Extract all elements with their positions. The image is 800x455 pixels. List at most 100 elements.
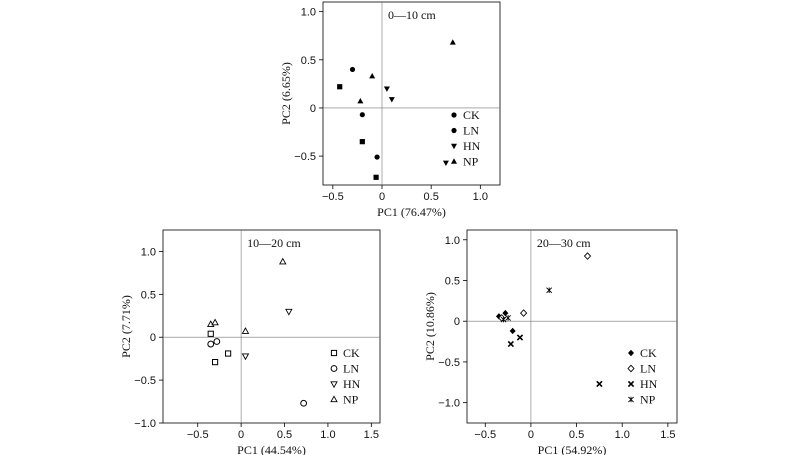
point-hn bbox=[507, 340, 514, 348]
y-tick-label: 0.5 bbox=[301, 55, 316, 67]
point-np bbox=[546, 287, 553, 294]
point-np bbox=[357, 98, 364, 104]
point-ln bbox=[300, 399, 308, 407]
legend-marker-ln bbox=[451, 127, 457, 134]
y-axis-title: PC2 (6.65%) bbox=[279, 62, 293, 125]
point-np bbox=[279, 257, 287, 265]
plot-frame bbox=[162, 229, 381, 424]
point-np bbox=[211, 318, 219, 326]
legend-marker-np bbox=[330, 395, 338, 403]
legend-label-hn: HN bbox=[343, 377, 361, 391]
legend-label-ck: CK bbox=[343, 346, 360, 360]
x-axis-title: PC1 (54.92%) bbox=[538, 443, 607, 455]
point-np bbox=[505, 315, 512, 321]
y-axis-title: PC2 (10.86%) bbox=[423, 292, 437, 361]
point-hn bbox=[442, 160, 449, 167]
point-hn bbox=[596, 380, 603, 388]
pca-panel-2: −0.5 0 0.5 1.0 1.5 1.0 0.5 0 −0.5 −1.0 PC1 (44.54%… bbox=[119, 229, 381, 455]
point-hn bbox=[285, 308, 293, 316]
legend-marker-np bbox=[628, 396, 634, 403]
legend-marker-hn bbox=[330, 381, 338, 389]
point-np bbox=[369, 72, 376, 79]
pca-panel-1: −0.5 0 0.5 1.0 1.0 0.5 0 −0.5 PC1 (76.47%) PC2 (6… bbox=[279, 1, 501, 219]
point-ln bbox=[349, 66, 356, 73]
legend-label-ck: CK bbox=[640, 346, 657, 360]
y-tick-label: −0.5 bbox=[134, 375, 156, 387]
point-ck bbox=[502, 309, 509, 317]
point-np bbox=[500, 316, 507, 323]
x-axis-title: PC1 (44.54%) bbox=[237, 443, 306, 455]
legend-label-ln: LN bbox=[640, 362, 656, 376]
y-tick-label: 0.5 bbox=[141, 289, 156, 301]
point-ck bbox=[207, 330, 214, 337]
x-tick-label: −0.5 bbox=[187, 429, 209, 441]
plot-frame bbox=[466, 229, 678, 424]
plot-frame bbox=[322, 1, 501, 186]
y-tick-label: 0.5 bbox=[445, 275, 460, 287]
point-np bbox=[241, 327, 250, 334]
point-ck bbox=[373, 174, 379, 180]
x-tick-label: 1.0 bbox=[320, 429, 335, 441]
y-tick-label: −0.5 bbox=[438, 357, 460, 369]
point-hn bbox=[383, 86, 390, 92]
point-ln bbox=[519, 309, 528, 317]
legend-label-ln: LN bbox=[463, 124, 479, 138]
x-tick-label: 0.5 bbox=[569, 429, 584, 441]
x-tick-label: 1.0 bbox=[615, 429, 630, 441]
x-axis-title: PC1 (76.47%) bbox=[377, 205, 446, 219]
y-tick-label: −1.0 bbox=[134, 418, 156, 430]
legend-marker-ck bbox=[628, 349, 634, 357]
y-axis-title: PC2 (7.71%) bbox=[119, 295, 133, 358]
point-hn bbox=[516, 334, 524, 341]
y-tick-label: −0.5 bbox=[294, 151, 316, 163]
x-tick-label: 1.0 bbox=[473, 191, 488, 203]
point-hn bbox=[388, 97, 395, 103]
legend-marker-ln bbox=[627, 364, 635, 373]
legend-marker-np bbox=[451, 158, 457, 164]
x-tick-label: 0 bbox=[379, 191, 385, 203]
point-ln bbox=[207, 340, 215, 348]
point-hn bbox=[241, 353, 250, 361]
y-tick-label: 1.0 bbox=[141, 246, 156, 258]
x-tick-label: 0 bbox=[528, 429, 534, 441]
y-tick-label: 0 bbox=[150, 332, 156, 344]
legend-label-np: NP bbox=[640, 393, 656, 407]
point-ck bbox=[211, 358, 219, 366]
legend-label-np: NP bbox=[343, 393, 359, 407]
y-tick-label: −1.0 bbox=[438, 398, 460, 410]
legend-label-hn: HN bbox=[463, 139, 481, 153]
point-ln bbox=[374, 154, 380, 160]
x-tick-label: 1.5 bbox=[660, 429, 675, 441]
legend-label-hn: HN bbox=[640, 377, 658, 391]
legend-label-np: NP bbox=[463, 155, 479, 169]
point-ln bbox=[583, 252, 592, 260]
legend-marker-ck bbox=[451, 112, 457, 118]
legend-marker-ln bbox=[330, 365, 338, 372]
point-ck bbox=[225, 350, 232, 357]
depth-label: 0—10 cm bbox=[388, 8, 436, 22]
legend-label-ck: CK bbox=[463, 108, 480, 122]
y-tick-label: 1.0 bbox=[301, 7, 316, 19]
depth-label: 20—30 cm bbox=[537, 236, 591, 250]
point-ln bbox=[359, 112, 365, 118]
x-tick-label: −0.5 bbox=[474, 429, 496, 441]
point-ln bbox=[213, 338, 221, 345]
point-ck bbox=[337, 84, 343, 90]
point-ck bbox=[509, 327, 516, 335]
x-tick-label: 1.5 bbox=[364, 429, 379, 441]
y-tick-label: 0 bbox=[310, 103, 316, 115]
legend-marker-ck bbox=[330, 349, 338, 357]
point-np bbox=[449, 39, 456, 45]
point-ck bbox=[359, 139, 365, 145]
legend-label-ln: LN bbox=[343, 362, 359, 376]
pca-panel-3: −0.5 0 0.5 1.0 1.5 1.0 0.5 0 −0.5 −1.0 PC1 (54.92%… bbox=[423, 229, 678, 455]
y-tick-label: 0 bbox=[454, 316, 460, 328]
x-tick-label: 0 bbox=[238, 429, 244, 441]
y-tick-label: 1.0 bbox=[445, 235, 460, 247]
x-tick-label: 0.5 bbox=[277, 429, 292, 441]
depth-label: 10—20 cm bbox=[247, 236, 301, 250]
